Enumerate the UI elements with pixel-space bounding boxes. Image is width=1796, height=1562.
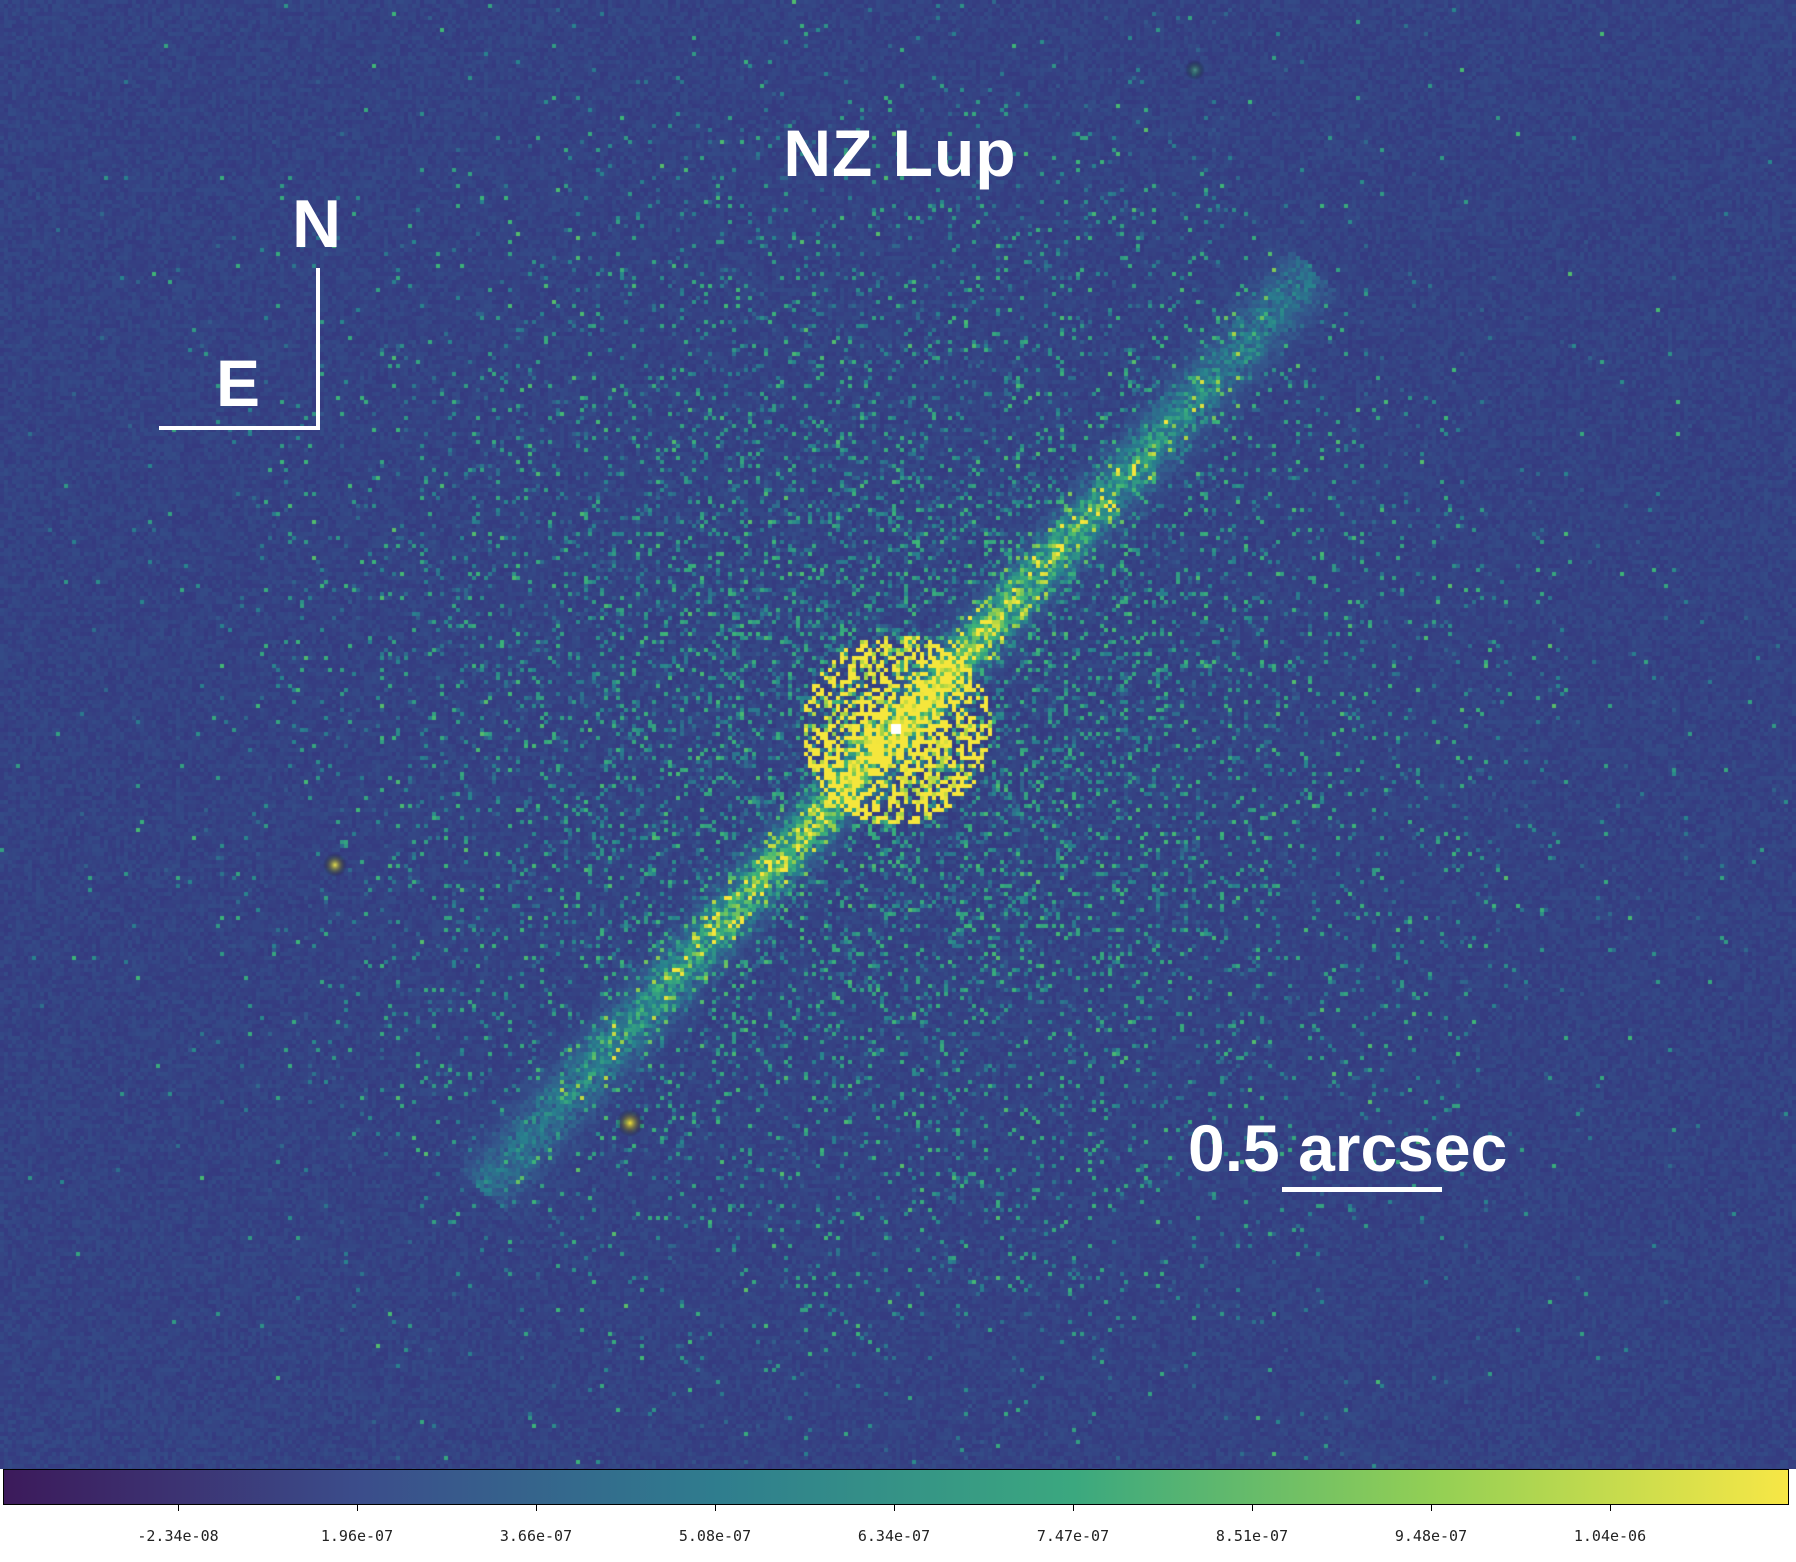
colorbar (3, 1469, 1789, 1505)
compass-north-label: N (292, 186, 342, 262)
colorbar-tick-label: 1.04e-06 (1573, 1527, 1647, 1545)
colorbar-tick-label: 5.08e-07 (678, 1527, 752, 1545)
colorbar-tick-label: 8.51e-07 (1215, 1527, 1289, 1545)
colorbar-tick (178, 1505, 179, 1511)
colorbar-tick (1610, 1505, 1611, 1511)
colorbar-tick-label: 6.34e-07 (857, 1527, 931, 1545)
colorbar-tick (1073, 1505, 1074, 1511)
colorbar-tick-label: 3.66e-07 (499, 1527, 573, 1545)
scale-bar (1282, 1187, 1442, 1192)
colorbar-tick-label: 1.96e-07 (320, 1527, 394, 1545)
colorbar-tick-label: 7.47e-07 (1036, 1527, 1110, 1545)
image-title: NZ Lup (783, 116, 1017, 190)
colorbar-tick (715, 1505, 716, 1511)
colorbar-tick (1431, 1505, 1432, 1511)
compass-east-label: E (216, 346, 261, 420)
colorbar-tick (1252, 1505, 1253, 1511)
compass-east-arrow (159, 426, 320, 430)
scale-bar-label: 0.5 arcsec (1188, 1111, 1508, 1185)
colorbar-tick-label: 9.48e-07 (1394, 1527, 1468, 1545)
colorbar-tick (536, 1505, 537, 1511)
colorbar-tick (357, 1505, 358, 1511)
compass-north-arrow (316, 268, 320, 430)
colorbar-tick-label: -2.34e-08 (137, 1527, 219, 1545)
colorbar-axis: -2.34e-08 1.96e-07 3.66e-07 5.08e-07 6.34e-0… (0, 1505, 1796, 1562)
colorbar-tick (894, 1505, 895, 1511)
disk-image (0, 0, 1796, 1469)
